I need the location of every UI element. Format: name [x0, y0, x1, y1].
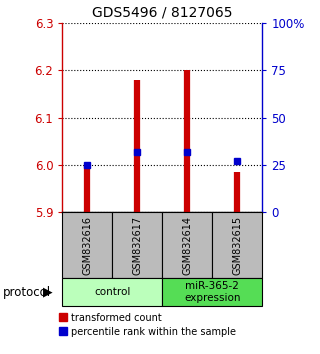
Bar: [62, 212, 112, 278]
Text: miR-365-2
expression: miR-365-2 expression: [184, 281, 241, 303]
Text: protocol: protocol: [3, 286, 51, 298]
Text: GSM832614: GSM832614: [182, 216, 192, 275]
Bar: [112, 212, 163, 278]
Bar: [163, 212, 212, 278]
Bar: [163, 278, 262, 306]
Text: GSM832617: GSM832617: [132, 216, 142, 275]
Bar: [62, 278, 163, 306]
Title: GDS5496 / 8127065: GDS5496 / 8127065: [92, 5, 233, 19]
Text: ▶: ▶: [43, 286, 53, 298]
Text: GSM832616: GSM832616: [83, 216, 92, 275]
Text: control: control: [94, 287, 131, 297]
Bar: [212, 212, 262, 278]
Legend: transformed count, percentile rank within the sample: transformed count, percentile rank withi…: [61, 313, 236, 337]
Text: GSM832615: GSM832615: [232, 216, 243, 275]
